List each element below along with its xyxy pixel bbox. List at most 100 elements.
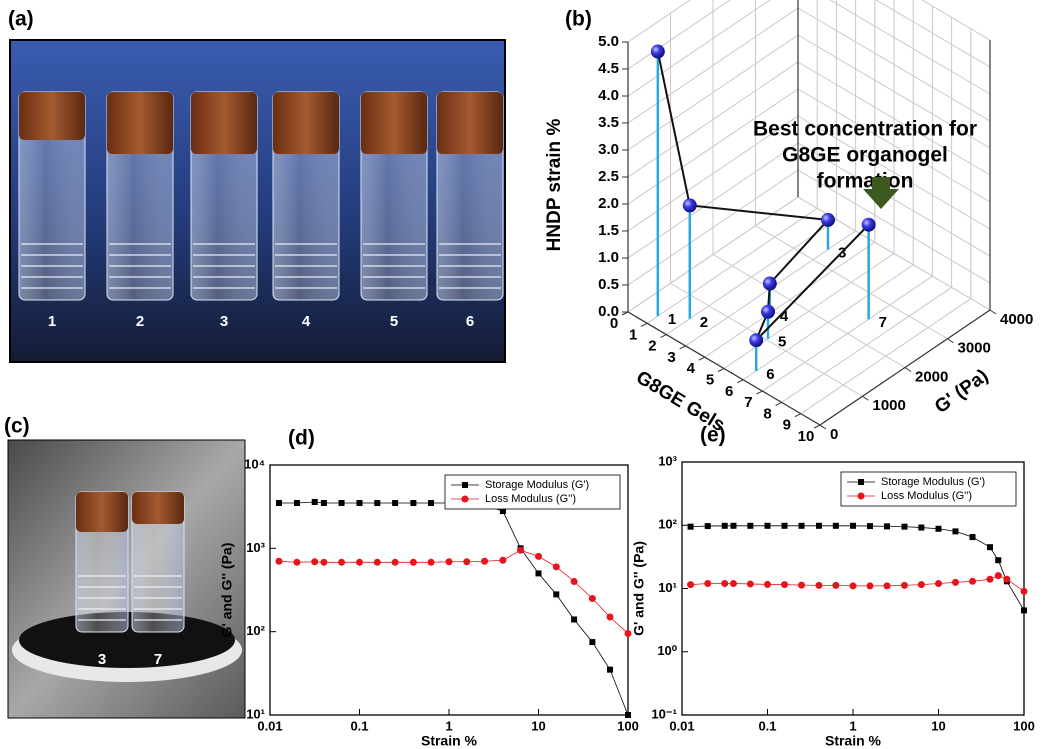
x-tick-label: 100 (617, 718, 639, 733)
vial-label: 3 (220, 313, 228, 330)
tick-mark (640, 322, 648, 327)
marker (391, 558, 399, 566)
marker (798, 581, 806, 589)
x-tick-label: 8 (763, 405, 771, 422)
marker (293, 499, 300, 506)
marker (986, 544, 993, 551)
grid-line (921, 0, 991, 41)
y-tick-label: 3000 (958, 340, 991, 357)
vial-label: 3 (98, 651, 106, 668)
tick-mark (862, 395, 869, 401)
x-tick-label: 4 (687, 360, 696, 377)
marker (687, 523, 694, 530)
marker (374, 499, 381, 506)
vial-label: 7 (154, 651, 162, 668)
marker (625, 712, 631, 718)
marker (849, 582, 857, 590)
legend-label: Loss Modulus (G'') (485, 493, 576, 505)
grid-line (797, 115, 991, 230)
marker (410, 499, 417, 506)
marker (589, 639, 596, 646)
marker (747, 522, 754, 529)
marker (428, 499, 435, 506)
marker (373, 558, 381, 566)
grid-line (797, 142, 991, 257)
marker (1020, 587, 1028, 595)
tick-mark (947, 338, 954, 344)
marker (884, 523, 891, 530)
z-tick-label: 4.0 (598, 87, 619, 104)
marker (463, 558, 471, 566)
x-tick-label: 1 (849, 718, 856, 733)
series-line (278, 501, 629, 716)
marker (517, 546, 525, 554)
legend-marker (461, 495, 469, 503)
y-axis-title: G' and G'' (Pa) (219, 543, 235, 638)
tick-mark (660, 334, 667, 339)
legend-label: Storage Modulus (G') (485, 479, 589, 491)
tick-mark (698, 356, 706, 361)
x-tick-label: 0.01 (669, 718, 694, 733)
y-tick-label: 10¹ (658, 580, 677, 595)
point-label: 6 (766, 366, 774, 383)
x-tick-label: 1 (445, 718, 452, 733)
series-line (690, 575, 1025, 592)
point (650, 44, 665, 59)
marker (687, 581, 695, 589)
z-tick-label: 2.0 (598, 195, 619, 212)
grid-line (627, 88, 799, 205)
vial-gel (132, 492, 184, 524)
marker (275, 557, 283, 565)
marker (815, 522, 822, 529)
y-tick-label: 10⁰ (657, 643, 677, 658)
marker (606, 613, 614, 621)
series-line (690, 525, 1025, 611)
tick-mark (756, 390, 763, 395)
x-tick-label: 0.01 (257, 718, 282, 733)
grid-line (627, 0, 771, 97)
marker (995, 557, 1002, 564)
marker (499, 556, 507, 564)
x-tick-label: 3 (667, 349, 675, 366)
y-tick-label: 2000 (915, 368, 948, 385)
marker (746, 580, 754, 588)
tick-mark (819, 424, 827, 430)
marker (320, 558, 328, 566)
marker (780, 581, 788, 589)
marker (764, 580, 771, 588)
marker (866, 523, 873, 530)
vial-gel (437, 92, 503, 154)
legend-box (840, 471, 1017, 507)
marker (994, 572, 1002, 580)
point (820, 212, 835, 227)
marker (588, 595, 596, 603)
marker (850, 522, 856, 529)
point-label: 2 (700, 314, 708, 331)
marker (445, 558, 453, 566)
vial-label: 6 (466, 313, 474, 330)
marker (311, 558, 319, 566)
marker (781, 522, 788, 529)
vial-gel (107, 92, 173, 154)
marker (704, 523, 711, 530)
marker (293, 558, 301, 566)
y-tick-label: 10² (658, 517, 677, 532)
grid-line (797, 34, 991, 149)
grid-line (829, 0, 991, 95)
x-tick-label: 9 (783, 417, 791, 434)
marker (969, 577, 977, 585)
marker (935, 525, 942, 532)
z-tick-label: 5.0 (598, 33, 619, 50)
marker (918, 524, 925, 531)
marker (883, 582, 891, 590)
marker (535, 570, 542, 577)
point (749, 333, 764, 348)
marker (832, 522, 839, 529)
point (762, 276, 777, 291)
z-tick-label: 4.5 (598, 60, 619, 77)
x-axis-title: Strain % (421, 733, 478, 749)
marker (832, 581, 840, 589)
z-tick-label: 0.0 (598, 303, 619, 320)
y-tick-label: 10³ (658, 453, 677, 468)
tick-mark (775, 401, 782, 406)
